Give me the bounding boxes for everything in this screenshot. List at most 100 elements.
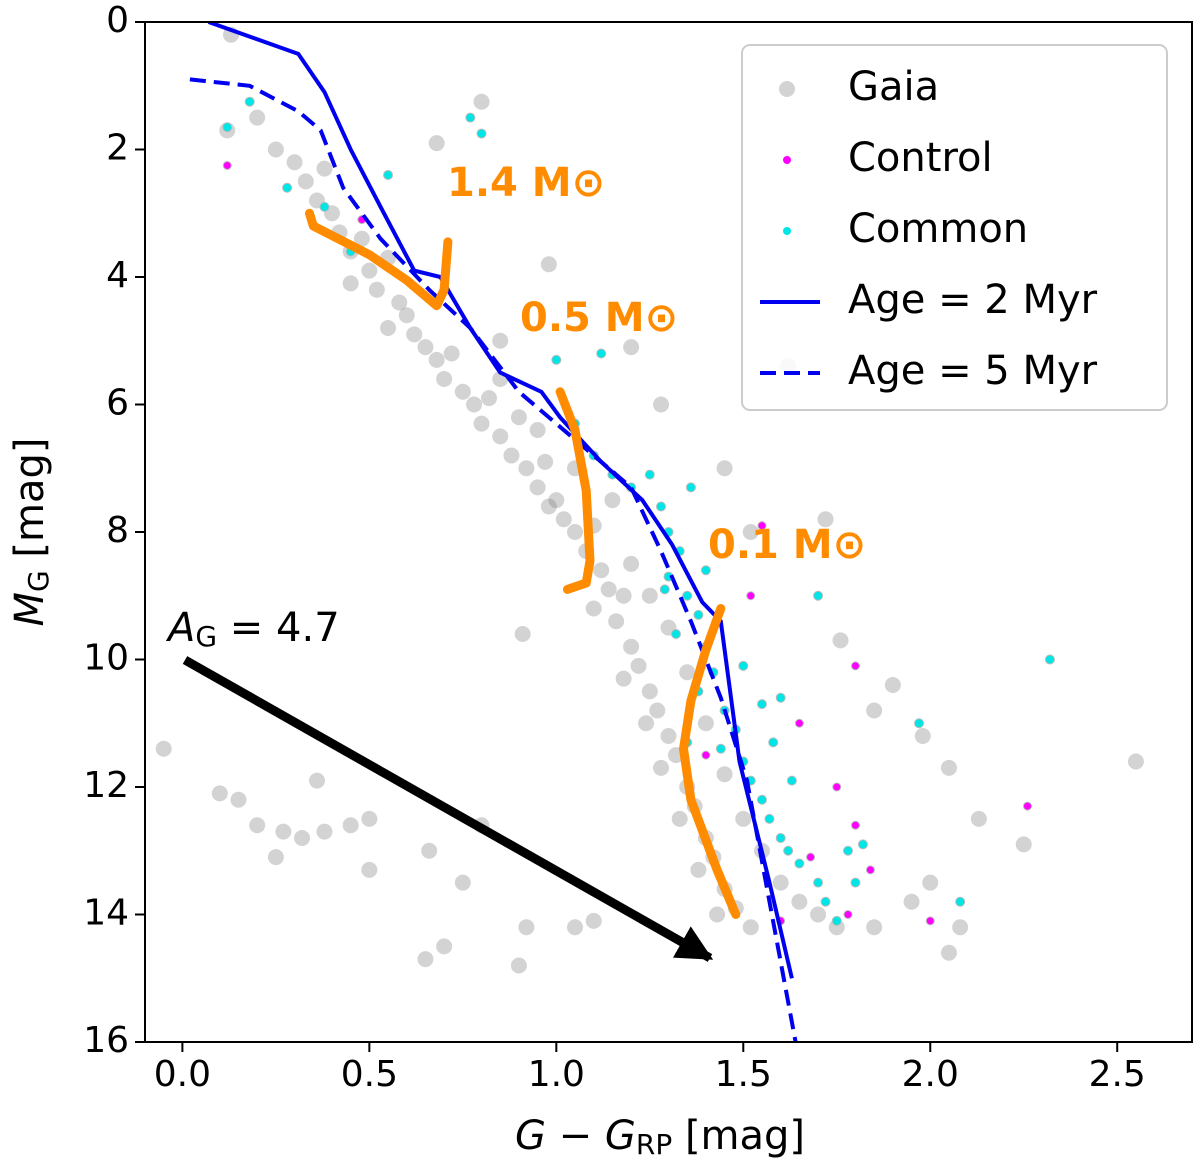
data-point	[866, 919, 883, 936]
data-point	[671, 810, 688, 827]
legend-marker	[783, 156, 791, 164]
data-point	[604, 492, 621, 509]
data-point	[866, 702, 883, 719]
data-point	[806, 852, 816, 862]
data-point	[914, 728, 931, 744]
data-point	[693, 609, 704, 620]
data-point	[567, 919, 584, 936]
data-point	[791, 893, 808, 910]
data-point	[903, 893, 920, 910]
data-point	[282, 182, 293, 193]
data-point	[454, 874, 471, 891]
data-point	[638, 715, 655, 732]
data-point	[865, 865, 875, 875]
legend-label: Age = 5 Myr	[848, 348, 1098, 394]
data-point	[294, 830, 311, 846]
data-point	[1015, 836, 1032, 853]
legend-label: Gaia	[848, 64, 939, 110]
data-point	[383, 170, 394, 180]
data-point	[682, 590, 693, 601]
data-point	[630, 657, 647, 674]
data-point	[443, 345, 460, 362]
data-point	[1044, 654, 1055, 665]
y-tick-label: 14	[83, 893, 129, 934]
data-point	[222, 122, 233, 133]
data-point	[297, 173, 314, 190]
data-point	[670, 629, 681, 639]
y-label-main: M	[7, 592, 53, 627]
data-point	[548, 492, 565, 509]
data-point	[466, 396, 483, 413]
data-point	[518, 919, 535, 936]
data-point	[794, 858, 805, 869]
y-label-unit: [mag]	[7, 437, 53, 570]
mass-track	[679, 604, 741, 919]
data-point	[481, 390, 498, 407]
data-point	[593, 562, 610, 579]
data-point	[1022, 801, 1032, 811]
data-point	[417, 339, 434, 356]
data-point	[361, 861, 378, 878]
data-point	[641, 683, 658, 700]
data-point	[842, 845, 853, 856]
data-point	[540, 498, 557, 515]
data-point	[454, 383, 471, 400]
data-point	[555, 511, 572, 528]
data-point	[380, 320, 397, 336]
extinction-arrow	[182, 656, 714, 962]
data-point	[690, 861, 707, 878]
data-point	[768, 737, 779, 748]
data-point	[659, 584, 670, 595]
data-point	[679, 664, 696, 681]
x-tick-label: 2.0	[902, 1054, 959, 1095]
legend-label: Control	[848, 135, 993, 181]
mass-track	[555, 387, 595, 594]
data-point	[660, 728, 677, 744]
data-point	[940, 944, 957, 961]
data-point	[368, 281, 385, 298]
x-tick-label: 2.5	[1089, 1054, 1146, 1095]
data-point	[701, 750, 711, 760]
data-point	[391, 294, 408, 311]
data-point	[492, 428, 509, 445]
annotation-sub: G	[195, 620, 217, 653]
y-tick-label: 8	[106, 510, 129, 551]
data-point	[738, 660, 749, 671]
data-point	[510, 409, 527, 426]
data-point	[709, 906, 726, 923]
data-point	[817, 511, 834, 528]
data-point	[656, 501, 667, 512]
data-point	[615, 587, 632, 604]
legend-label: Age = 2 Myr	[848, 277, 1098, 323]
data-point	[857, 839, 868, 850]
annotation-main: A	[165, 605, 195, 651]
data-point	[746, 591, 756, 601]
data-point	[922, 874, 939, 891]
data-point	[697, 715, 714, 732]
data-point	[596, 348, 607, 359]
data-point	[764, 813, 775, 824]
data-point	[342, 275, 359, 292]
mass-label: 0.5 M⊙	[520, 295, 678, 341]
data-point	[421, 842, 438, 859]
data-point	[850, 661, 860, 671]
data-point	[716, 460, 733, 477]
data-point	[529, 422, 546, 438]
data-point	[810, 906, 827, 923]
data-point	[756, 794, 767, 805]
y-axis-label: MG [mag]	[7, 437, 55, 626]
data-point	[757, 521, 767, 531]
data-point	[436, 371, 453, 387]
data-point	[436, 938, 453, 955]
extinction-annotation: AG = 4.7	[165, 605, 340, 653]
data-point	[832, 632, 849, 649]
data-point	[476, 128, 487, 139]
x-tick-label: 1.5	[715, 1054, 772, 1095]
data-point	[417, 951, 434, 968]
data-point	[537, 453, 554, 470]
data-point	[641, 587, 658, 604]
data-point	[794, 718, 804, 728]
data-point	[211, 785, 228, 802]
data-point	[567, 524, 584, 540]
data-point	[850, 877, 861, 888]
